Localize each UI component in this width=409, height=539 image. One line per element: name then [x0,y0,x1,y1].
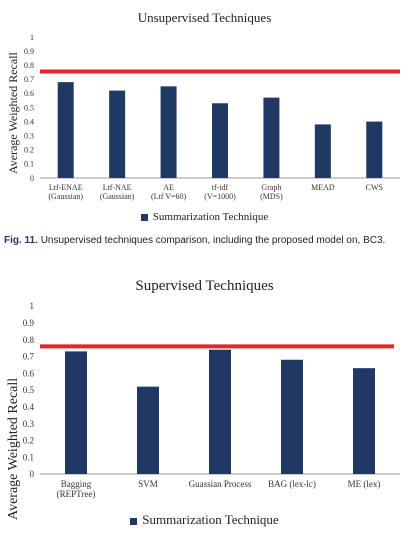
y-tick-label: 0.2 [24,146,34,155]
y-tick-label: 0.5 [24,103,34,112]
y-tick-label: 0.2 [23,436,34,446]
x-tick-label: AE [163,183,174,192]
x-tick-label: (Ltf V=60) [151,192,187,201]
y-tick-label: 0.3 [24,132,34,141]
bar [212,103,228,178]
y-tick-label: 0.5 [23,385,35,395]
figure-caption: Fig. 11. Unsupervised techniques compari… [4,234,404,248]
x-tick-label: Graph [261,183,281,192]
legend: Summarization Technique [0,211,409,223]
y-tick-label: 0.6 [24,89,34,98]
bar [281,360,303,474]
unsupervised-chart: Unsupervised Techniques Average Weighted… [0,0,409,230]
y-tick-label: 0.9 [23,318,35,328]
bar [65,351,87,474]
bar [315,124,331,178]
x-tick-label: Guassian Process [189,479,252,489]
x-tick-label: SVM [138,479,158,489]
bar [366,122,382,178]
y-tick-label: 0.4 [23,402,35,412]
unsupervised-plot-area: 00.10.20.30.40.50.60.70.80.91Ltf-ENAE(Ga… [0,0,409,230]
y-tick-label: 0.6 [23,368,35,378]
bar [353,368,375,474]
caption-label: Fig. 11. [4,235,38,246]
legend-swatch [141,214,148,221]
caption-text: Unsupervised techniques comparison, incl… [41,235,386,246]
x-tick-label: (Gaussian) [100,192,135,201]
x-tick-label: (MDS) [260,192,283,201]
y-tick-label: 0.4 [24,117,34,126]
y-tick-label: 1 [30,33,34,42]
y-tick-label: 0.1 [24,160,34,169]
x-tick-label: CWS [366,183,383,192]
x-tick-label: Ltf-ENAE [49,183,83,192]
x-tick-label: (Gaussian) [48,192,83,201]
bar [58,82,74,178]
y-tick-label: 1 [30,301,35,311]
x-tick-label: Bagging [61,479,92,489]
bar [137,387,159,474]
y-tick-label: 0.8 [23,335,35,345]
bar [209,350,231,474]
legend-swatch [130,518,137,525]
x-tick-label: ME (lex) [348,479,381,489]
y-tick-label: 0.8 [24,61,34,70]
bar [263,98,279,178]
x-tick-label: BAG (lex-lc) [268,479,316,489]
x-tick-label: (V=1000) [204,192,236,201]
y-tick-label: 0.7 [24,75,34,84]
y-tick-label: 0 [30,469,35,479]
supervised-chart: Supervised Techniques Average Weighted R… [0,272,409,539]
legend: Summarization Technique [0,512,409,528]
legend-label: Summarization Technique [153,211,268,223]
supervised-plot-area: 0 0.1 0.2 0.3 0.4 0.5 0.6 0.7 0.8 0.9 1 Bagging(REP… [0,272,409,539]
bar [161,86,177,178]
y-tick-label: 0 [30,174,34,183]
y-tick-label: 0.3 [23,419,35,429]
x-tick-label: (REPTree) [57,489,96,499]
y-tick-label: 0.7 [23,352,35,362]
y-tick-label: 0.9 [24,47,34,56]
y-tick-label: 0.1 [23,452,34,462]
bar [109,91,125,178]
x-tick-label: tf-idf [212,183,229,192]
legend-label: Summarization Technique [142,512,278,527]
x-tick-label: MEAD [311,183,335,192]
x-tick-label: Ltf-NAE [103,183,132,192]
